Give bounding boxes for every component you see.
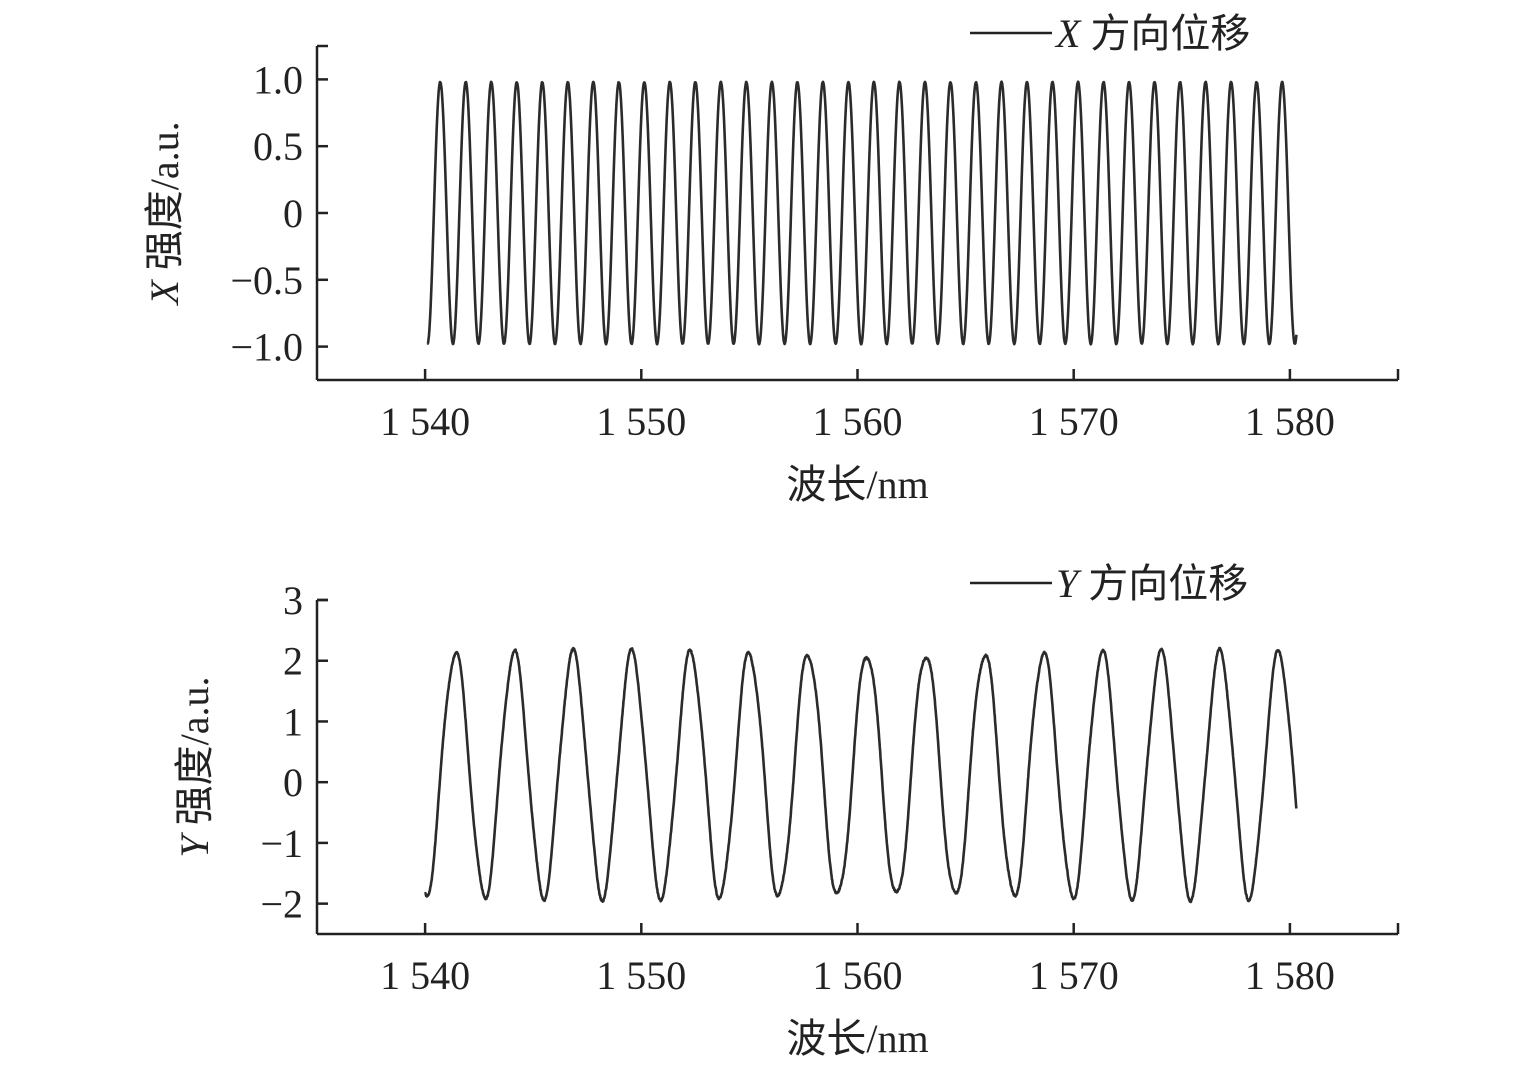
y-tick-label: 3 [283,578,303,623]
y-tick-label: 1.0 [253,57,303,102]
y-axis-title: Y 强度/a.u. [172,676,217,857]
y-axis-title-var: X [142,279,187,307]
y-axis-title: X 强度/a.u. [142,121,187,306]
x-tick-label: 1 580 [1245,953,1335,998]
chart-panel-2: 1 540 1 550 1 560 1 570 1 580 3 2 1 0 −1 −2 波长/nm Y … [172,561,1400,1061]
y-tick-label: 0.5 [253,124,303,169]
series-line-x [426,80,1298,346]
y-tick-label: −0.5 [230,258,303,303]
legend-label: X 方向位移 [1054,11,1250,56]
y-tick-label: −1.0 [230,325,303,370]
legend-label-var: Y [1056,561,1082,606]
legend-label-var: X [1054,11,1082,56]
y-tick-label: −2 [260,882,303,927]
y-axis-title-text: 强度/a.u. [142,121,187,280]
legend-label-text: 方向位移 [1080,11,1250,56]
y-axis-title-text: 强度/a.u. [172,676,217,835]
legend-label-text: 方向位移 [1078,561,1248,606]
x-tick-label: 1 570 [1029,399,1119,444]
x-tick-label: 1 540 [380,953,470,998]
x-tick-label: 1 570 [1029,953,1119,998]
x-axis-title: 波长/nm [786,462,928,507]
x-axis-title: 波长/nm [786,1016,928,1061]
y-axis-title-var: Y [172,832,217,858]
y-tick-label: 0 [283,760,303,805]
x-tick-label: 1 540 [380,399,470,444]
y-tick-label: 2 [283,639,303,684]
chart-panel-1: 1 540 1 550 1 560 1 570 1 580 1.0 0.5 0 −0.5 −1.0… [142,11,1400,507]
y-tick-label: −1 [260,821,303,866]
legend-label: Y 方向位移 [1056,561,1248,606]
x-tick-label: 1 550 [596,399,686,444]
y-tick-label: 1 [283,699,303,744]
x-tick-label: 1 580 [1245,399,1335,444]
x-tick-label: 1 560 [813,953,903,998]
y-tick-label: 0 [283,191,303,236]
series-line-y [424,646,1298,904]
x-tick-label: 1 550 [596,953,686,998]
x-tick-label: 1 560 [813,399,903,444]
